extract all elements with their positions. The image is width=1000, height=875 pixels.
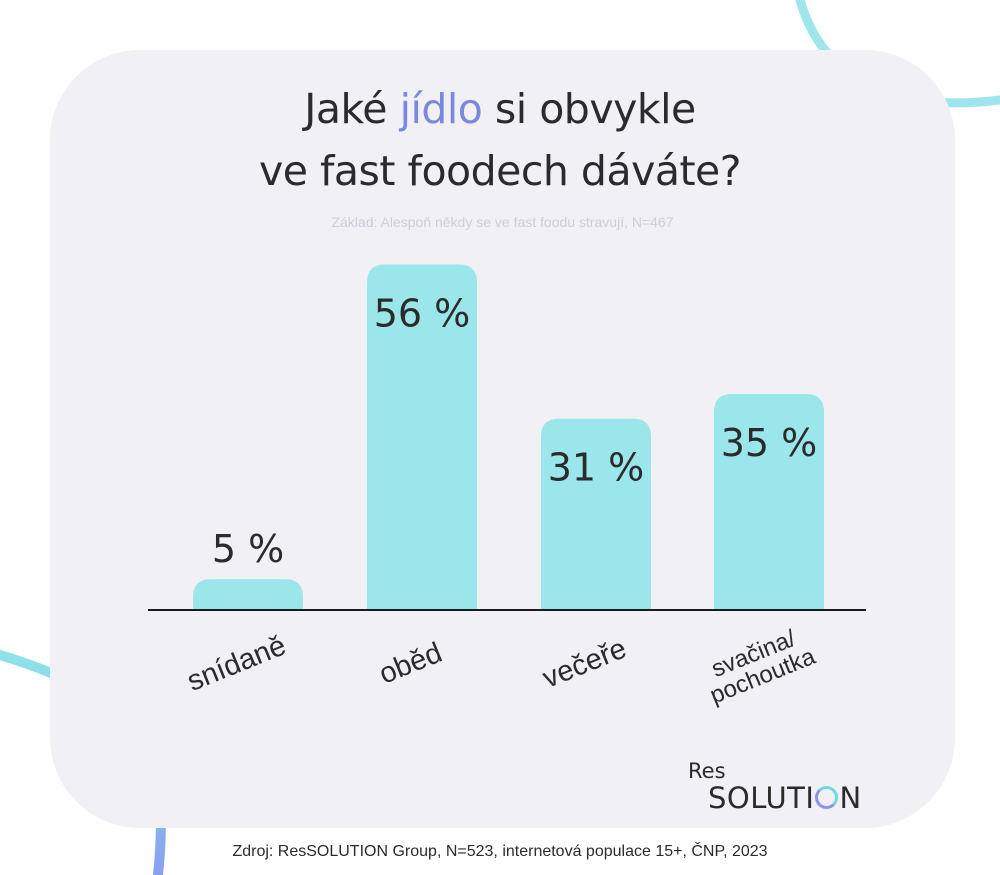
value-label-0: 5 % xyxy=(212,527,284,571)
logo-solution-text: SOLUTI N xyxy=(708,781,862,815)
category-label-3: svačina/pochoutka xyxy=(697,620,819,709)
category-label-2: večeře xyxy=(538,633,631,695)
chart-subtitle: Základ: Alespoň někdy se ve fast foodu s… xyxy=(331,214,674,230)
ressolution-logo: Res SOLUTI N xyxy=(688,760,862,814)
bar-0 xyxy=(193,579,303,610)
source-note: Zdroj: ResSOLUTION Group, N=523, interne… xyxy=(232,843,768,860)
title-line1-end: si obvykle xyxy=(494,85,696,133)
logo-res-text: Res xyxy=(688,759,726,783)
chart-title: Jaké jídlo si obvykle ve fast foodech dá… xyxy=(100,78,900,202)
title-accent-word: jídlo xyxy=(399,85,483,133)
bar-3 xyxy=(714,394,824,610)
value-label-2: 31 % xyxy=(548,446,645,490)
value-label-1: 56 % xyxy=(374,291,471,335)
bar-1 xyxy=(367,264,477,610)
value-label-3: 35 % xyxy=(721,421,818,465)
category-label-1: oběd xyxy=(375,637,447,691)
bar-2 xyxy=(541,418,651,610)
title-line2: ve fast foodech dáváte? xyxy=(258,147,742,195)
category-label-0: snídaně xyxy=(183,629,291,697)
title-start: Jaké xyxy=(304,85,388,133)
logo-ring-icon xyxy=(815,786,839,809)
